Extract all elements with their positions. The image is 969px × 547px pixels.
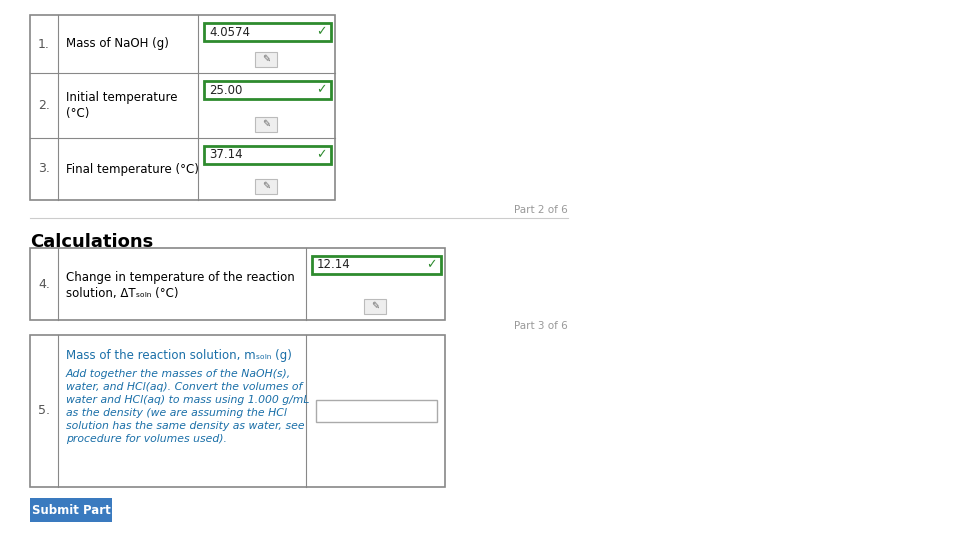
Bar [30,498,112,522]
Text: ✎: ✎ [263,181,270,191]
Bar [256,117,277,131]
Text: water and HCl(aq) to mass using 1.000 g/mL: water and HCl(aq) to mass using 1.000 g/… [66,395,309,405]
Bar [30,335,445,487]
Bar [204,81,331,99]
Text: ✓: ✓ [425,259,436,271]
Text: Add together the masses of the NaOH(s),: Add together the masses of the NaOH(s), [66,369,292,379]
Text: Calculations: Calculations [30,233,153,251]
Text: ✓: ✓ [316,148,327,161]
Text: 25.00: 25.00 [209,84,242,96]
Text: ✎: ✎ [371,301,380,311]
Text: ✓: ✓ [316,26,327,38]
Bar [204,23,331,41]
Text: Initial temperature
(°C): Initial temperature (°C) [66,91,177,119]
Text: 12.14: 12.14 [317,259,351,271]
Text: procedure for volumes used).: procedure for volumes used). [66,434,227,444]
Text: 3.: 3. [38,162,50,176]
Text: Mass of the reaction solution, mₛₒₗₙ (g): Mass of the reaction solution, mₛₒₗₙ (g) [66,349,292,362]
Bar [312,256,441,274]
Text: Mass of NaOH (g): Mass of NaOH (g) [66,38,169,50]
Bar [204,146,331,164]
Bar [364,299,387,313]
Text: 4.: 4. [38,277,50,290]
Bar [256,178,277,194]
Text: Change in temperature of the reaction: Change in temperature of the reaction [66,271,295,284]
Text: Final temperature (°C): Final temperature (°C) [66,162,199,176]
Text: 5.: 5. [38,404,50,417]
Bar [30,15,335,200]
Text: ✎: ✎ [263,119,270,129]
Text: ✎: ✎ [263,54,270,64]
Text: 37.14: 37.14 [209,148,242,161]
Text: ✓: ✓ [316,84,327,96]
Text: solution, ΔTₛₒₗₙ (°C): solution, ΔTₛₒₗₙ (°C) [66,287,178,300]
Text: 4.0574: 4.0574 [209,26,250,38]
Bar [316,400,437,422]
Text: Part 2 of 6: Part 2 of 6 [515,205,568,215]
Text: Submit Part: Submit Part [32,503,110,516]
Text: as the density (we are assuming the HCl: as the density (we are assuming the HCl [66,408,287,418]
Bar [30,248,445,320]
Text: solution has the same density as water, see: solution has the same density as water, … [66,421,304,431]
Text: 2.: 2. [38,99,50,112]
Text: water, and HCl(aq). Convert the volumes of: water, and HCl(aq). Convert the volumes … [66,382,302,392]
Text: 1.: 1. [38,38,50,50]
Bar [256,51,277,67]
Text: Part 3 of 6: Part 3 of 6 [515,321,568,331]
